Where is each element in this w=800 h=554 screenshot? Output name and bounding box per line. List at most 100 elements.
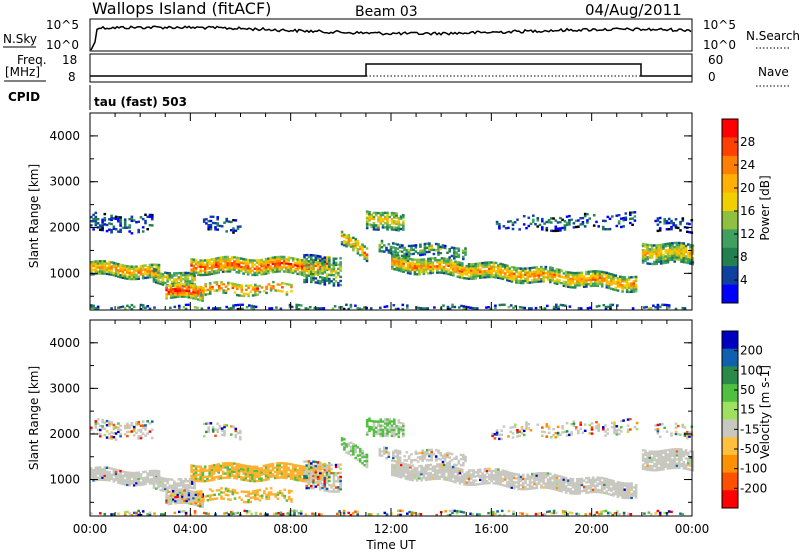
scatter-cell: [249, 467, 252, 470]
scatter-cell: [242, 472, 245, 475]
scatter-cell: [485, 471, 489, 475]
scatter-cell: [117, 218, 120, 221]
scatter-cell: [365, 457, 369, 461]
scatter-cell: [206, 499, 210, 502]
scatter-cell: [589, 276, 593, 279]
scatter-cell: [310, 256, 313, 259]
scatter-cell: [384, 428, 387, 431]
scatter-cell: [182, 486, 185, 489]
scatter-cell: [410, 248, 413, 252]
scatter-cell: [94, 270, 98, 274]
scatter-cell: [600, 476, 604, 480]
scatter-cell: [202, 289, 205, 293]
scatter-cell: [271, 258, 275, 261]
scatter-cell: [271, 256, 275, 259]
scatter-cell: [377, 220, 380, 223]
scatter-cell: [521, 267, 525, 270]
scatter-cell: [285, 470, 288, 473]
scatter-cell: [92, 213, 95, 217]
scatter-cell: [388, 224, 392, 227]
scatter-cell: [506, 274, 509, 278]
scatter-cell: [146, 476, 149, 479]
scatter-cell: [542, 480, 545, 483]
scatter-cell: [434, 249, 438, 252]
scatter-cell: [199, 477, 202, 481]
scatter-cell: [633, 215, 637, 218]
scatter-cell: [571, 280, 575, 283]
scatter-cell: [123, 307, 127, 310]
scatter-cell: [415, 266, 419, 270]
scatter-cell: [358, 247, 362, 251]
scatter-cell: [183, 295, 186, 298]
scatter-cell: [325, 465, 329, 468]
scatter-cell: [385, 246, 388, 250]
scatter-cell: [458, 276, 462, 279]
scatter-cell: [423, 244, 427, 248]
scatter-cell: [237, 465, 241, 468]
scatter-cell: [211, 498, 214, 501]
scatter-cell: [262, 272, 266, 276]
scatter-cell: [406, 476, 410, 479]
scatter-cell: [342, 307, 346, 311]
scatter-cell: [374, 224, 378, 227]
scatter-cell: [209, 223, 213, 227]
scatter-cell: [508, 267, 511, 270]
scatter-cell: [201, 263, 205, 266]
scatter-cell: [239, 438, 242, 441]
scatter-cell: [151, 218, 154, 221]
scatter-cell: [119, 469, 122, 473]
scatter-cell: [405, 255, 409, 258]
scatter-cell: [166, 480, 169, 483]
scatter-cell: [244, 474, 248, 478]
scatter-cell: [571, 490, 575, 493]
scatter-cell: [604, 219, 607, 223]
scatter-cell: [260, 471, 263, 474]
scatter-cell: [438, 263, 441, 266]
scatter-cell: [445, 468, 448, 471]
scatter-cell: [383, 305, 387, 309]
scatter-cell: [92, 260, 95, 263]
scatter-cell: [391, 257, 394, 260]
scatter-cell: [135, 481, 138, 485]
scatter-cell: [323, 465, 327, 468]
scatter-cell: [494, 261, 498, 265]
scatter-cell: [305, 464, 309, 467]
scatter-cell: [356, 458, 360, 461]
scatter-cell: [576, 490, 579, 493]
scatter-cell: [103, 266, 107, 269]
scatter-cell: [331, 307, 335, 310]
scatter-cell: [401, 254, 404, 257]
scatter-cell: [196, 306, 199, 309]
scatter-cell: [289, 475, 293, 478]
scatter-cell: [503, 474, 507, 477]
scatter-cell: [656, 223, 660, 226]
scatter-cell: [395, 466, 399, 469]
scatter-cell: [472, 483, 475, 486]
scatter-cell: [157, 486, 160, 489]
scatter-cell: [181, 499, 184, 502]
scatter-cell: [663, 303, 666, 307]
scatter-cell: [582, 277, 586, 280]
scatter-cell: [448, 250, 451, 253]
scatter-cell: [429, 257, 432, 260]
scatter-cell: [462, 251, 465, 254]
scatter-cell: [334, 465, 338, 469]
scatter-cell: [105, 229, 109, 233]
scatter-cell: [303, 467, 306, 470]
scatter-cell: [211, 489, 214, 493]
scatter-cell: [564, 491, 568, 494]
scatter-cell: [105, 466, 109, 469]
scatter-cell: [607, 272, 611, 275]
scatter-cell: [490, 475, 493, 479]
scatter-cell: [494, 304, 497, 307]
scatter-cell: [254, 293, 257, 297]
scatter-cell: [511, 221, 515, 225]
scatter-cell: [354, 242, 357, 245]
scatter-cell: [517, 275, 520, 278]
scatter-cell: [463, 475, 466, 478]
scatter-cell: [363, 459, 366, 463]
scatter-cell: [296, 468, 299, 471]
scatter-cell: [330, 280, 333, 283]
scatter-cell: [512, 480, 516, 484]
scatter-cell: [155, 275, 158, 278]
